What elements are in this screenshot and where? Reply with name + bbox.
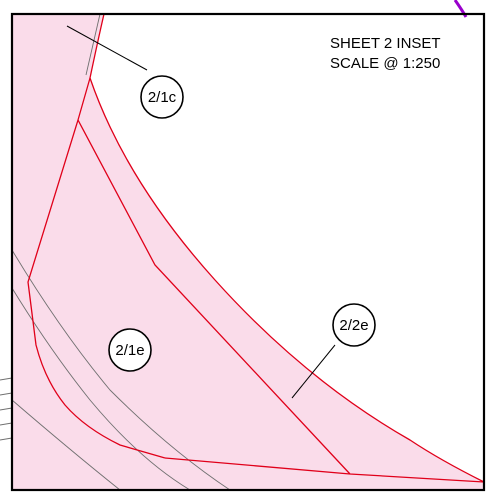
- boundary-parcel-2-1e: [27, 77, 166, 459]
- bubble-text-2-1c: 2/1c: [148, 89, 177, 106]
- parcel-area-shading: [12, 14, 484, 490]
- context-curve-lower: [11, 399, 121, 491]
- bubble-circle-2-1c: [140, 75, 184, 119]
- label-bubble-2-1e: 2/1e: [108, 328, 152, 372]
- bubble-circle-2-1e: [108, 328, 152, 372]
- context-lines: [0, 13, 231, 491]
- context-edge-line-5: [0, 437, 13, 441]
- bubble-text-2-2e: 2/2e: [339, 317, 368, 334]
- bubble-circle-2-2e: [332, 303, 376, 347]
- sheet-scale: SCALE @ 1:250: [330, 55, 440, 72]
- label-bubble-2-2e: 2/2e: [291, 303, 376, 399]
- boundary-bottom-line: [164, 457, 485, 483]
- leader-line-2-1c: [66, 25, 148, 71]
- context-edge-line-2: [0, 392, 13, 396]
- context-edge-line-3: [0, 407, 13, 411]
- sheet-title: SHEET 2 INSET: [330, 35, 441, 52]
- context-curve-outer: [11, 249, 231, 491]
- bubble-text-2-1e: 2/1e: [115, 342, 144, 359]
- sheet-frame: [10, 12, 486, 492]
- label-bubble-2-1c: 2/1c: [66, 25, 184, 119]
- boundary-parcel-2-2e: [77, 119, 351, 475]
- context-top-line: [85, 13, 101, 76]
- feature-highlight-mark: [453, 0, 468, 18]
- context-edge-line-4: [0, 422, 13, 426]
- boundary-outer-curve: [89, 13, 485, 483]
- leader-line-2-2e: [291, 344, 336, 399]
- context-curve-inner: [11, 287, 191, 491]
- context-edge-line-1: [0, 377, 13, 381]
